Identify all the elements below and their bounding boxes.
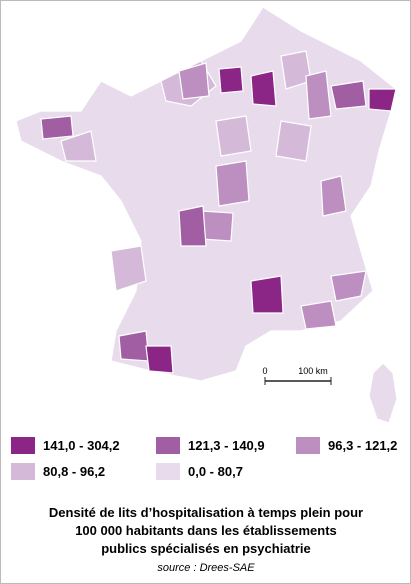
legend-label: 96,3 - 121,2 [328, 438, 397, 453]
scale-bar: 0 100 km [262, 366, 332, 385]
legend-label: 0,0 - 80,7 [188, 464, 243, 479]
legend-swatch [11, 437, 35, 454]
department [320, 175, 347, 217]
department [215, 160, 250, 207]
caption-line: Densité de lits d’hospitalisation à temp… [49, 505, 363, 520]
department [178, 62, 210, 100]
department [368, 88, 397, 112]
department [305, 70, 332, 120]
scale-end: 100 km [298, 366, 328, 376]
department [330, 270, 367, 302]
department [215, 115, 252, 157]
legend-label: 141,0 - 304,2 [43, 438, 120, 453]
corsica [368, 362, 398, 424]
department [250, 70, 277, 107]
department [178, 205, 207, 247]
map [15, 6, 398, 424]
department [145, 345, 174, 374]
caption-line: publics spécialisés en psychiatrie [101, 541, 311, 556]
department [300, 300, 337, 330]
legend-label: 121,3 - 140,9 [188, 438, 265, 453]
legend-swatch [156, 437, 180, 454]
legend-swatch [11, 463, 35, 480]
legend: 141,0 - 304,2 121,3 - 140,9 96,3 - 121,2 80… [11, 437, 397, 480]
caption-line: 100 000 habitants dans les établissement… [75, 523, 337, 538]
department [218, 66, 244, 94]
department [118, 330, 150, 362]
legend-label: 80,8 - 96,2 [43, 464, 105, 479]
department [250, 275, 284, 314]
department [110, 245, 147, 292]
department [40, 115, 74, 140]
department [60, 130, 97, 162]
legend-swatch [156, 463, 180, 480]
legend-swatch [296, 437, 320, 454]
source: source : Drees-SAE [157, 562, 255, 574]
scale-start: 0 [262, 366, 267, 376]
department [330, 80, 367, 110]
department [275, 120, 312, 162]
